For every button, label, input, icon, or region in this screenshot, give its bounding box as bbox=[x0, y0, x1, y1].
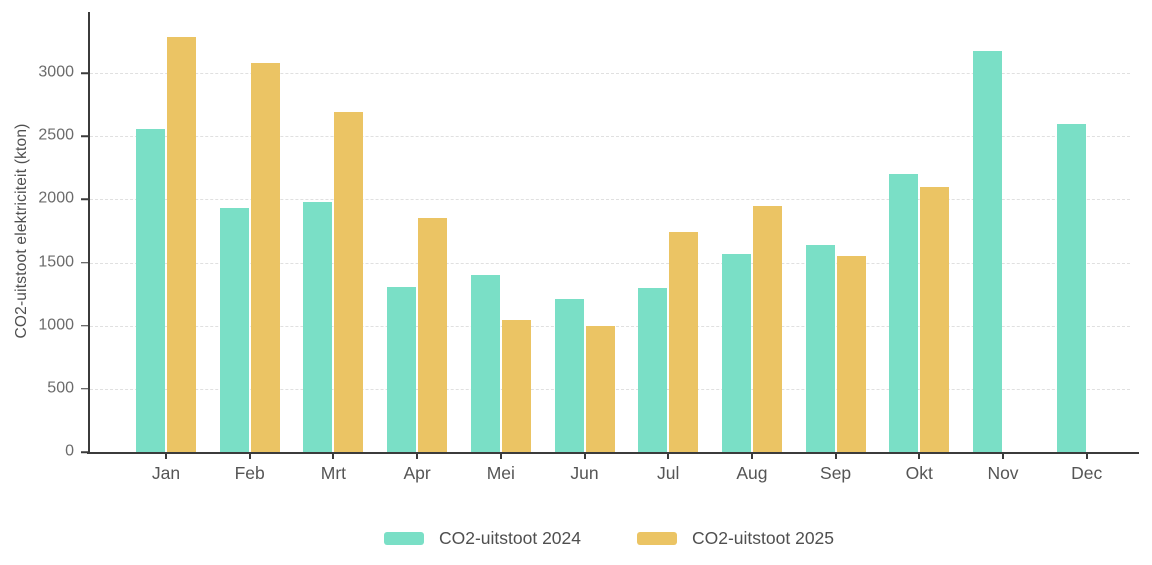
x-axis-label-dec: Dec bbox=[1071, 463, 1103, 483]
bar-sep-2024 bbox=[805, 244, 835, 452]
bar-jul-2024 bbox=[638, 287, 668, 452]
y-tick-label-0: 0 bbox=[65, 442, 74, 460]
x-axis-label-sep: Sep bbox=[820, 463, 852, 483]
x-axis-label-nov: Nov bbox=[987, 463, 1019, 483]
bar-jul-2025 bbox=[669, 231, 699, 452]
bar-okt-2025 bbox=[920, 187, 950, 452]
bar-aug-2025 bbox=[752, 205, 782, 452]
x-tick-mark-nov bbox=[1002, 453, 1004, 459]
y-tick-label-2000: 2000 bbox=[38, 190, 74, 208]
plot-area: 0 500 1000 1500 2000 2500 3000 Jan Feb Mrt Apr Mei J… bbox=[38, 10, 1139, 483]
x-axis-label-jul: Jul bbox=[657, 463, 680, 483]
bar-okt-2024 bbox=[889, 173, 919, 452]
bar-mrt-2025 bbox=[334, 112, 364, 452]
bar-mei-2024 bbox=[470, 275, 500, 452]
y-tick-mark-2000 bbox=[81, 198, 88, 201]
legend-item-2024: CO2-uitstoot 2024 bbox=[383, 528, 581, 549]
bar-apr-2025 bbox=[418, 218, 448, 452]
x-tick-mark-jul bbox=[667, 453, 670, 459]
x-axis-label-mei: Mei bbox=[486, 463, 515, 483]
legend: CO2-uitstoot 2024 CO2-uitstoot 2025 bbox=[88, 528, 1130, 549]
bar-nov-2024 bbox=[973, 51, 1002, 452]
gridline-2500 bbox=[90, 136, 1130, 138]
bar-aug-2024 bbox=[721, 254, 751, 452]
legend-label-2024: CO2-uitstoot 2024 bbox=[438, 528, 581, 548]
y-tick-mark-500 bbox=[81, 388, 88, 390]
x-tick-mark-mrt bbox=[332, 453, 335, 459]
y-axis-title: CO2-uitstoot elektriciteit (kton) bbox=[13, 123, 30, 339]
x-axis-label-jan: Jan bbox=[151, 463, 181, 483]
x-tick-mark-apr bbox=[416, 453, 419, 459]
x-axis-label-apr: Apr bbox=[403, 463, 431, 483]
bar-jun-2024 bbox=[554, 298, 584, 452]
x-axis-label-okt: Okt bbox=[905, 463, 933, 483]
x-tick-mark-dec bbox=[1085, 453, 1088, 459]
x-tick-mark-sep bbox=[834, 453, 837, 459]
bar-sep-2025 bbox=[836, 255, 866, 452]
legend-swatch-2025 bbox=[637, 532, 677, 545]
bar-mei-2025 bbox=[501, 320, 531, 452]
bar-apr-2024 bbox=[387, 287, 417, 452]
x-tick-mark-mei bbox=[499, 453, 502, 459]
bar-jan-2024 bbox=[136, 128, 165, 452]
bar-dec-2024 bbox=[1056, 123, 1086, 452]
y-tick-mark-2500 bbox=[81, 135, 88, 138]
bar-jun-2025 bbox=[585, 325, 615, 452]
x-axis-label-jun: Jun bbox=[570, 463, 599, 483]
y-tick-label-1000: 1000 bbox=[38, 316, 74, 334]
bar-feb-2025 bbox=[250, 63, 280, 452]
gridline-1500 bbox=[90, 262, 1130, 264]
legend-label-2025: CO2-uitstoot 2025 bbox=[692, 528, 835, 548]
x-tick-mark-jan bbox=[165, 453, 167, 459]
x-axis-label-feb: Feb bbox=[234, 463, 265, 483]
y-tick-mark-0 bbox=[81, 451, 88, 453]
legend-item-2025: CO2-uitstoot 2025 bbox=[637, 528, 834, 549]
bar-mrt-2024 bbox=[303, 201, 333, 452]
gridline-3000 bbox=[90, 73, 1130, 75]
x-tick-mark-jun bbox=[583, 453, 586, 459]
x-axis-label-aug: Aug bbox=[736, 463, 768, 483]
bar-jan-2025 bbox=[167, 36, 196, 452]
y-tick-mark-1000 bbox=[81, 324, 88, 327]
y-tick-label-500: 500 bbox=[47, 379, 74, 397]
y-tick-label-2500: 2500 bbox=[38, 126, 74, 144]
gridline-2000 bbox=[90, 199, 1130, 201]
x-axis-line bbox=[87, 452, 1139, 454]
x-tick-mark-aug bbox=[750, 453, 753, 459]
x-axis-label-mrt: Mrt bbox=[320, 463, 347, 483]
x-tick-mark-feb bbox=[248, 453, 251, 459]
legend-swatch-2024 bbox=[383, 532, 424, 545]
y-tick-mark-3000 bbox=[81, 72, 88, 74]
y-tick-label-1500: 1500 bbox=[38, 253, 74, 271]
bar-feb-2024 bbox=[219, 208, 249, 452]
y-axis-line bbox=[88, 12, 90, 452]
y-tick-mark-1500 bbox=[81, 261, 88, 264]
y-tick-label-3000: 3000 bbox=[38, 63, 74, 81]
x-tick-mark-okt bbox=[918, 453, 921, 459]
